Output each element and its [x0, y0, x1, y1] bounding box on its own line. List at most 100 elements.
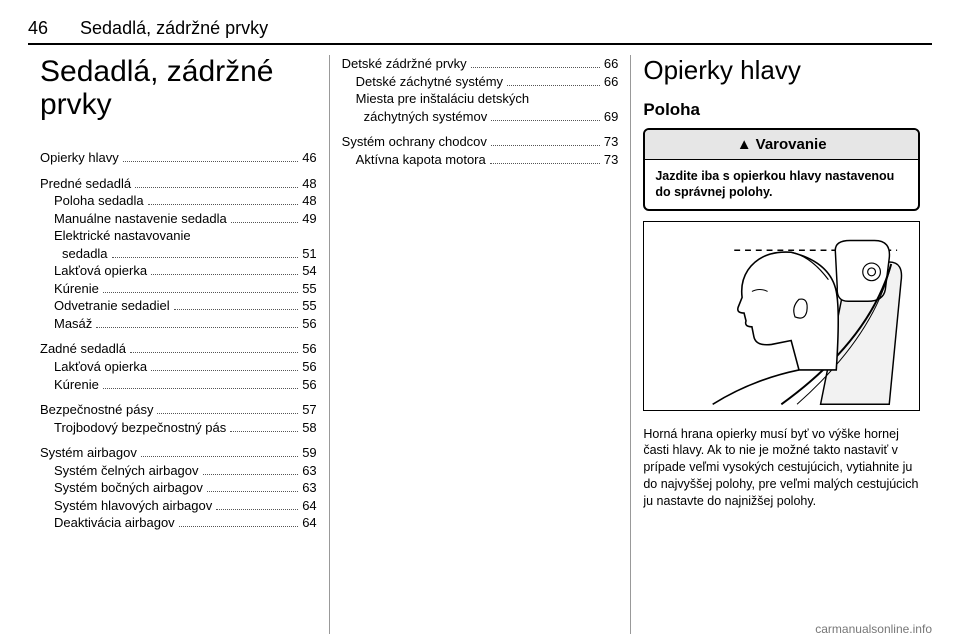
toc-entry: Systém bočných airbagov63 [40, 479, 317, 497]
toc-entry: Miesta pre inštaláciu detských [342, 90, 619, 108]
toc-label: Masáž [54, 315, 92, 333]
toc-leader-dots [103, 292, 298, 293]
toc-leader-dots [490, 163, 600, 164]
toc-label: Detské zádržné prvky [342, 55, 467, 73]
toc-entry: Deaktivácia airbagov 64 [40, 514, 317, 532]
toc-page: 48 [302, 192, 316, 210]
toc-col2: Detské zádržné prvky66Detské záchytné sy… [342, 55, 619, 168]
toc-entry: Elektrické nastavovanie [40, 227, 317, 245]
toc-page: 56 [302, 376, 316, 394]
column-3: Opierky hlavy Poloha ▲Varovanie Jazdite … [630, 55, 932, 634]
toc-entry: Odvetranie sedadiel 55 [40, 297, 317, 315]
toc-leader-dots [141, 456, 298, 457]
column-1: Sedadlá, zádržné prvky Opierky hlavy 46 Pr… [28, 55, 329, 634]
toc-entry: Aktívna kapota motora73 [342, 151, 619, 169]
toc-group: Systém airbagov59Systém čelných airbagov… [40, 444, 317, 532]
toc-leader-dots [96, 327, 298, 328]
toc-group: Bezpečnostné pásy57Trojbodový bezpečnost… [40, 401, 317, 436]
toc-label: Systém airbagov [40, 444, 137, 462]
toc-leader-dots [103, 388, 298, 389]
toc-entry: Predné sedadlá 48 [40, 175, 317, 193]
subsection-title: Poloha [643, 100, 920, 120]
toc-group: Systém ochrany chodcov 73Aktívna kapota m… [342, 133, 619, 168]
toc-page: 48 [302, 175, 316, 193]
page-number: 46 [28, 18, 48, 39]
toc-entry: Opierky hlavy 46 [40, 149, 317, 167]
toc-label: Kúrenie [54, 280, 99, 298]
toc-label: Poloha sedadla [54, 192, 144, 210]
toc-page: 54 [302, 262, 316, 280]
warning-label: Varovanie [756, 136, 827, 153]
toc-label: Systém čelných airbagov [54, 462, 199, 480]
toc-leader-dots [179, 526, 299, 527]
toc-label: Systém hlavových airbagov [54, 497, 212, 515]
running-title: Sedadlá, zádržné prvky [80, 18, 268, 39]
toc-page: 73 [604, 151, 618, 169]
toc-page: 63 [302, 462, 316, 480]
toc-label: Deaktivácia airbagov [54, 514, 175, 532]
toc-entry: Poloha sedadla 48 [40, 192, 317, 210]
toc-entry: Systém hlavových airbagov 64 [40, 497, 317, 515]
toc-entry: Systém airbagov 59 [40, 444, 317, 462]
toc-label: Miesta pre inštaláciu detských [356, 90, 529, 108]
toc-page: 56 [302, 340, 316, 358]
toc-page: 55 [302, 297, 316, 315]
toc-label: Lakťová opierka [54, 358, 147, 376]
toc-label: Trojbodový bezpečnostný pás [54, 419, 226, 437]
toc-leader-dots [230, 431, 298, 432]
toc-page: 59 [302, 444, 316, 462]
toc-entry: Manuálne nastavenie sedadla49 [40, 210, 317, 228]
warning-body: Jazdite iba s opierkou hlavy nastavenou … [645, 160, 918, 209]
toc-page: 64 [302, 497, 316, 515]
warning-box: ▲Varovanie Jazdite iba s opierkou hlavy … [643, 128, 920, 211]
toc-group: Zadné sedadlá56Lakťová opierka56Kúrenie5… [40, 340, 317, 393]
toc-entry: Trojbodový bezpečnostný pás58 [40, 419, 317, 437]
toc-page: 66 [604, 55, 618, 73]
toc-entry: sedadla 51 [40, 245, 317, 263]
toc-page: 56 [302, 315, 316, 333]
toc-page: 51 [302, 245, 316, 263]
headrest-illustration [643, 221, 920, 411]
toc-entry: Systém čelných airbagov 63 [40, 462, 317, 480]
toc-page: 46 [302, 149, 316, 167]
toc-group: Detské zádržné prvky66Detské záchytné sy… [342, 55, 619, 125]
toc-entry: Detské záchytné systémy66 [342, 73, 619, 91]
toc-label: Odvetranie sedadiel [54, 297, 170, 315]
toc-group: Opierky hlavy 46 [40, 149, 317, 167]
toc-page: 69 [604, 108, 618, 126]
toc-page: 64 [302, 514, 316, 532]
toc-leader-dots [471, 67, 600, 68]
toc-col1: Opierky hlavy46Predné sedadlá48Poloha se… [40, 149, 317, 532]
toc-leader-dots [507, 85, 600, 86]
toc-leader-dots [216, 509, 298, 510]
toc-leader-dots [148, 204, 299, 205]
toc-label: Lakťová opierka [54, 262, 147, 280]
toc-leader-dots [491, 145, 600, 146]
body-text: Horná hrana opierky musí byť vo výške ho… [643, 426, 920, 510]
toc-label: Systém bočných airbagov [54, 479, 203, 497]
footer-site: carmanualsonline.info [815, 622, 932, 636]
toc-label: záchytných systémov [364, 108, 488, 126]
toc-label: Systém ochrany chodcov [342, 133, 487, 151]
toc-label: Opierky hlavy [40, 149, 119, 167]
toc-page: 55 [302, 280, 316, 298]
toc-label: Elektrické nastavovanie [54, 227, 191, 245]
toc-label: sedadla [62, 245, 108, 263]
toc-label: Zadné sedadlá [40, 340, 126, 358]
toc-label: Predné sedadlá [40, 175, 131, 193]
warning-icon: ▲ [737, 136, 752, 153]
toc-page: 49 [302, 210, 316, 228]
toc-entry: Detské zádržné prvky 66 [342, 55, 619, 73]
toc-label: Detské záchytné systémy [356, 73, 503, 91]
column-2: Detské zádržné prvky66Detské záchytné sy… [329, 55, 631, 634]
toc-leader-dots [151, 370, 298, 371]
toc-leader-dots [231, 222, 298, 223]
warning-head: ▲Varovanie [645, 130, 918, 160]
toc-entry: Bezpečnostné pásy57 [40, 401, 317, 419]
toc-leader-dots [491, 120, 600, 121]
toc-entry: Lakťová opierka 54 [40, 262, 317, 280]
toc-leader-dots [174, 309, 299, 310]
toc-label: Kúrenie [54, 376, 99, 394]
toc-leader-dots [130, 352, 298, 353]
chapter-title: Sedadlá, zádržné prvky [40, 55, 317, 121]
